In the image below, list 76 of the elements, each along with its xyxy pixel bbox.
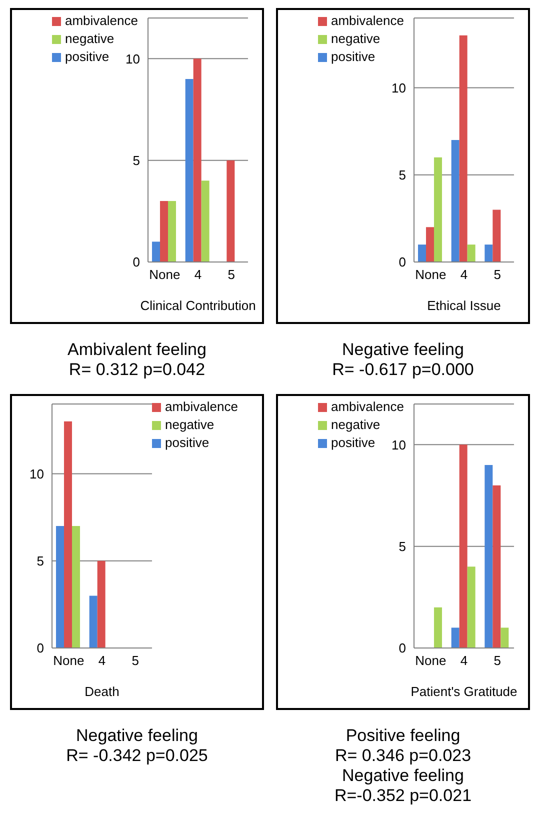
- x-axis-title: Clinical Contribution: [140, 298, 256, 313]
- text: R= -0.342 p=0.025: [66, 746, 208, 766]
- bar: [484, 244, 493, 262]
- bar: [451, 140, 460, 262]
- bar: [500, 628, 509, 648]
- bar: [97, 560, 106, 648]
- x-tick-label: 4: [460, 653, 468, 668]
- bar: [89, 596, 98, 648]
- x-axis-title: Ethical Issue: [427, 298, 501, 313]
- x-tick-label: None: [53, 653, 84, 668]
- text: R= 0.346 p=0.023: [334, 746, 472, 766]
- x-tick-label: 4: [98, 653, 106, 668]
- y-tick-label: 10: [30, 466, 44, 482]
- x-axis-title: Patient's Gratitude: [410, 684, 518, 699]
- text: Negative feeling: [341, 766, 465, 786]
- y-tick-label: 10: [392, 437, 406, 452]
- bar: [467, 566, 476, 648]
- x-tick-label: None: [415, 653, 446, 668]
- y-tick-label: 0: [36, 640, 44, 656]
- legend-label: positive: [331, 435, 376, 450]
- x-tick-label: None: [149, 267, 180, 282]
- y-tick-label: 5: [398, 167, 406, 182]
- bar: [484, 465, 493, 648]
- x-tick-label: 4: [460, 267, 468, 282]
- bar: [418, 244, 426, 262]
- x-axis-title: Death: [84, 684, 120, 699]
- text: Positive feeling: [344, 726, 462, 746]
- bar: [152, 242, 160, 262]
- bar: [160, 201, 168, 262]
- bar: [64, 421, 72, 648]
- legend-label: ambivalence: [331, 13, 404, 28]
- bar: [226, 160, 235, 262]
- legend-label: positive: [65, 49, 110, 64]
- text: Negative feeling: [341, 340, 465, 360]
- y-tick-label: 10: [392, 80, 406, 96]
- bar: [467, 244, 476, 262]
- text: R=-0.352 p=0.021: [334, 786, 472, 806]
- legend-label: negative: [165, 417, 214, 432]
- text: R= -0.617 p=0.000: [332, 360, 474, 380]
- x-tick-label: 5: [494, 267, 501, 282]
- text: Negative feeling: [75, 726, 199, 746]
- legend-label: positive: [331, 49, 376, 64]
- legend-label: positive: [165, 435, 210, 450]
- legend-label: negative: [65, 31, 114, 46]
- x-tick-label: 4: [194, 267, 202, 282]
- y-tick-label: 0: [398, 254, 406, 270]
- text: R= 0.312 p=0.042: [68, 360, 206, 380]
- bar: [459, 444, 468, 648]
- y-tick-label: 5: [132, 152, 140, 168]
- bar: [459, 35, 468, 262]
- bar: [193, 58, 202, 262]
- y-tick-label: 0: [398, 640, 406, 656]
- text: Ambivalent feeling: [68, 340, 206, 360]
- bar: [434, 607, 442, 648]
- y-tick-label: 5: [398, 538, 406, 554]
- bar: [492, 485, 501, 648]
- bar: [426, 227, 434, 262]
- bar: [201, 180, 210, 262]
- bar: [451, 628, 460, 648]
- legend-label: negative: [331, 31, 380, 46]
- legend-label: ambivalence: [165, 399, 238, 414]
- y-tick-label: 5: [36, 553, 44, 568]
- legend-label: ambivalence: [331, 399, 404, 414]
- legend-label: ambivalence: [65, 13, 138, 28]
- x-tick-label: 5: [494, 653, 501, 668]
- legend-label: negative: [331, 417, 380, 432]
- bar: [185, 79, 194, 262]
- bar: [72, 526, 80, 648]
- bar: [56, 526, 64, 648]
- bar: [492, 210, 501, 262]
- x-tick-label: 5: [228, 267, 235, 282]
- y-tick-label: 10: [126, 51, 140, 66]
- bar: [168, 201, 176, 262]
- bar: [434, 157, 442, 262]
- y-tick-label: 0: [132, 254, 140, 270]
- x-tick-label: None: [415, 267, 446, 282]
